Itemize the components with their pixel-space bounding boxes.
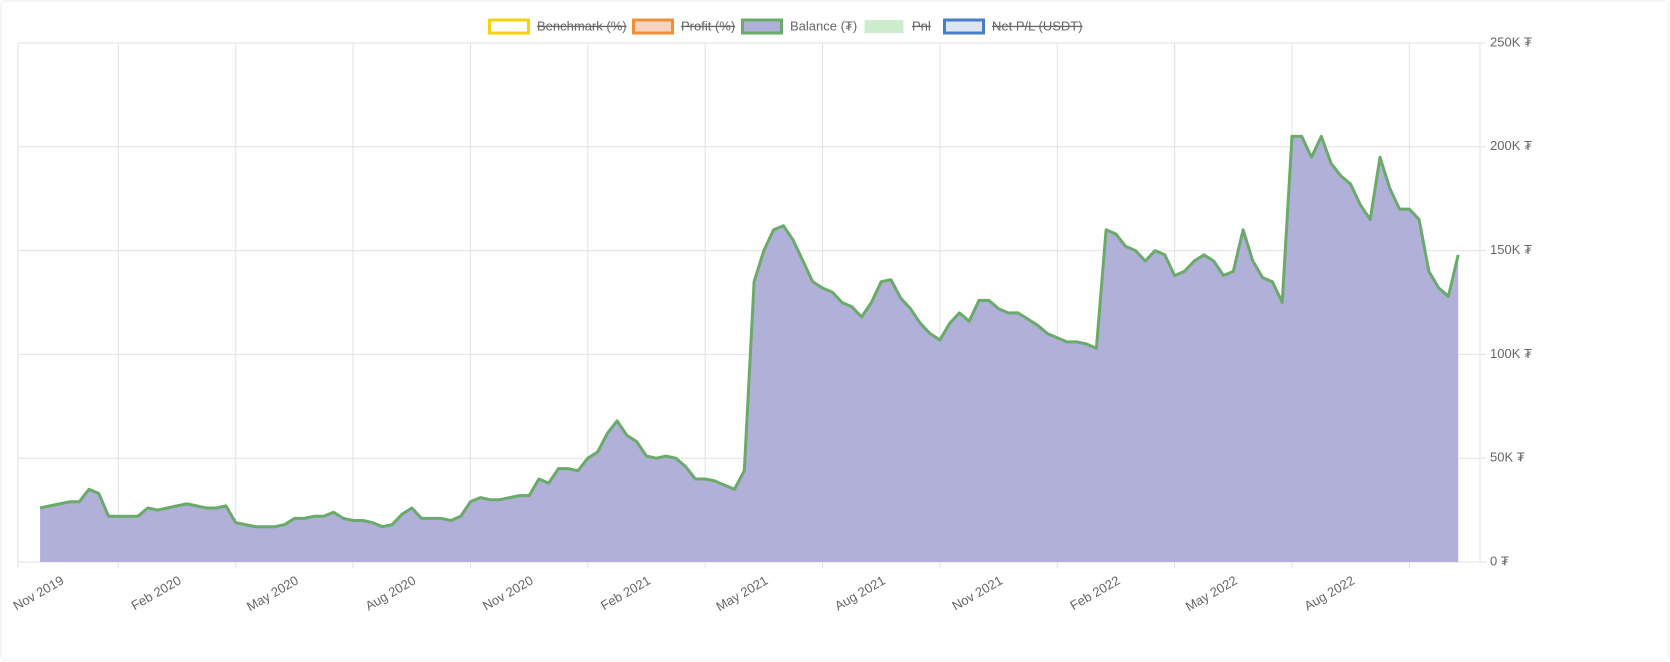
- legend-item[interactable]: Pnl: [864, 18, 931, 33]
- legend-swatch: [943, 18, 985, 35]
- legend-item[interactable]: Net P/L (USDT): [943, 18, 1083, 35]
- legend-item[interactable]: Profit (%): [632, 18, 736, 35]
- y-tick-label: 50K ₮: [1490, 450, 1525, 465]
- y-tick-label: 0 ₮: [1490, 553, 1509, 568]
- line: [39, 134, 1460, 529]
- legend-item[interactable]: Benchmark (%): [488, 18, 627, 35]
- legend-label: Benchmark (%): [537, 18, 627, 33]
- legend-swatch: [632, 18, 674, 35]
- legend-label: Balance (₮): [790, 18, 857, 33]
- y-tick-label: 100K ₮: [1490, 346, 1532, 361]
- legend-swatch: [864, 20, 904, 33]
- legend-swatch: [741, 18, 783, 35]
- legend-item[interactable]: Balance (₮): [741, 18, 858, 35]
- legend-label: Pnl: [912, 18, 931, 33]
- legend-swatch: [488, 18, 530, 35]
- y-tick-label: 250K ₮: [1490, 34, 1532, 49]
- legend-label: Net P/L (USDT): [992, 18, 1083, 33]
- y-tick-label: 150K ₮: [1490, 242, 1532, 257]
- area: [40, 136, 1459, 562]
- y-tick-label: 200K ₮: [1490, 138, 1532, 153]
- legend-label: Profit (%): [681, 18, 735, 33]
